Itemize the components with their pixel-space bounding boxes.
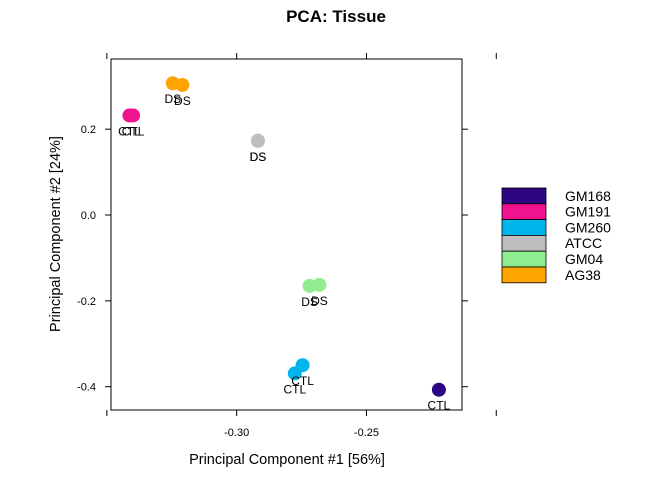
x-tick-label: -0.30: [224, 427, 249, 439]
point-atcc: [250, 133, 265, 148]
point-ag38: [175, 77, 190, 92]
legend-swatch-ag38: [501, 266, 547, 284]
y-tick-label: 0.0: [81, 210, 96, 222]
legend-swatch-gm04: [501, 250, 547, 268]
legend-label-atcc: ATCC: [565, 235, 602, 251]
y-tick-label: -0.2: [77, 296, 96, 308]
data-points: [122, 76, 446, 397]
point-label-gm260: CTL: [291, 374, 314, 388]
legend-swatch-gm191: [501, 203, 547, 221]
y-tick-label: -0.4: [77, 382, 96, 394]
legend-label-gm260: GM260: [565, 219, 611, 235]
point-label-atcc: DS: [250, 150, 267, 164]
legend-swatch-gm168: [501, 187, 547, 205]
legend-label-gm191: GM191: [565, 204, 611, 220]
point-label-gm04: DS: [301, 295, 318, 309]
legend-swatch-gm260: [501, 219, 547, 236]
x-axis-label: Principal Component #1 [56%]: [189, 452, 385, 468]
point-label-gm168: CTL: [428, 399, 451, 413]
y-tick-label: 0.2: [81, 124, 96, 136]
point-label-gm191: CTL: [118, 124, 141, 138]
point-label-ag38: DS: [174, 94, 191, 108]
point-gm260: [287, 366, 302, 381]
point-label-gm191: CTL: [122, 124, 145, 138]
x-tick-label: -0.25: [354, 427, 379, 439]
point-label-gm04: DS: [311, 294, 328, 308]
legend-label-ag38: AG38: [565, 267, 601, 283]
plot-frame: [110, 58, 463, 411]
point-gm168: [431, 382, 446, 397]
legend-label-gm04: GM04: [565, 251, 603, 267]
legend-swatch-atcc: [501, 234, 547, 252]
point-label-ag38: DS: [164, 92, 181, 106]
y-axis-label: Principal Component #2 [24%]: [48, 136, 64, 332]
chart-title: PCA: Tissue: [286, 7, 386, 26]
point-label-atcc: DS: [250, 150, 267, 164]
point-gm04: [312, 277, 327, 292]
axis-ticks: -0.30 -0.25 0.2 0.0 -0.2 -0.4: [77, 53, 497, 439]
legend-label-gm168: GM168: [565, 188, 611, 204]
point-gm191: [126, 108, 141, 123]
point-label-gm260: CTL: [283, 382, 306, 396]
